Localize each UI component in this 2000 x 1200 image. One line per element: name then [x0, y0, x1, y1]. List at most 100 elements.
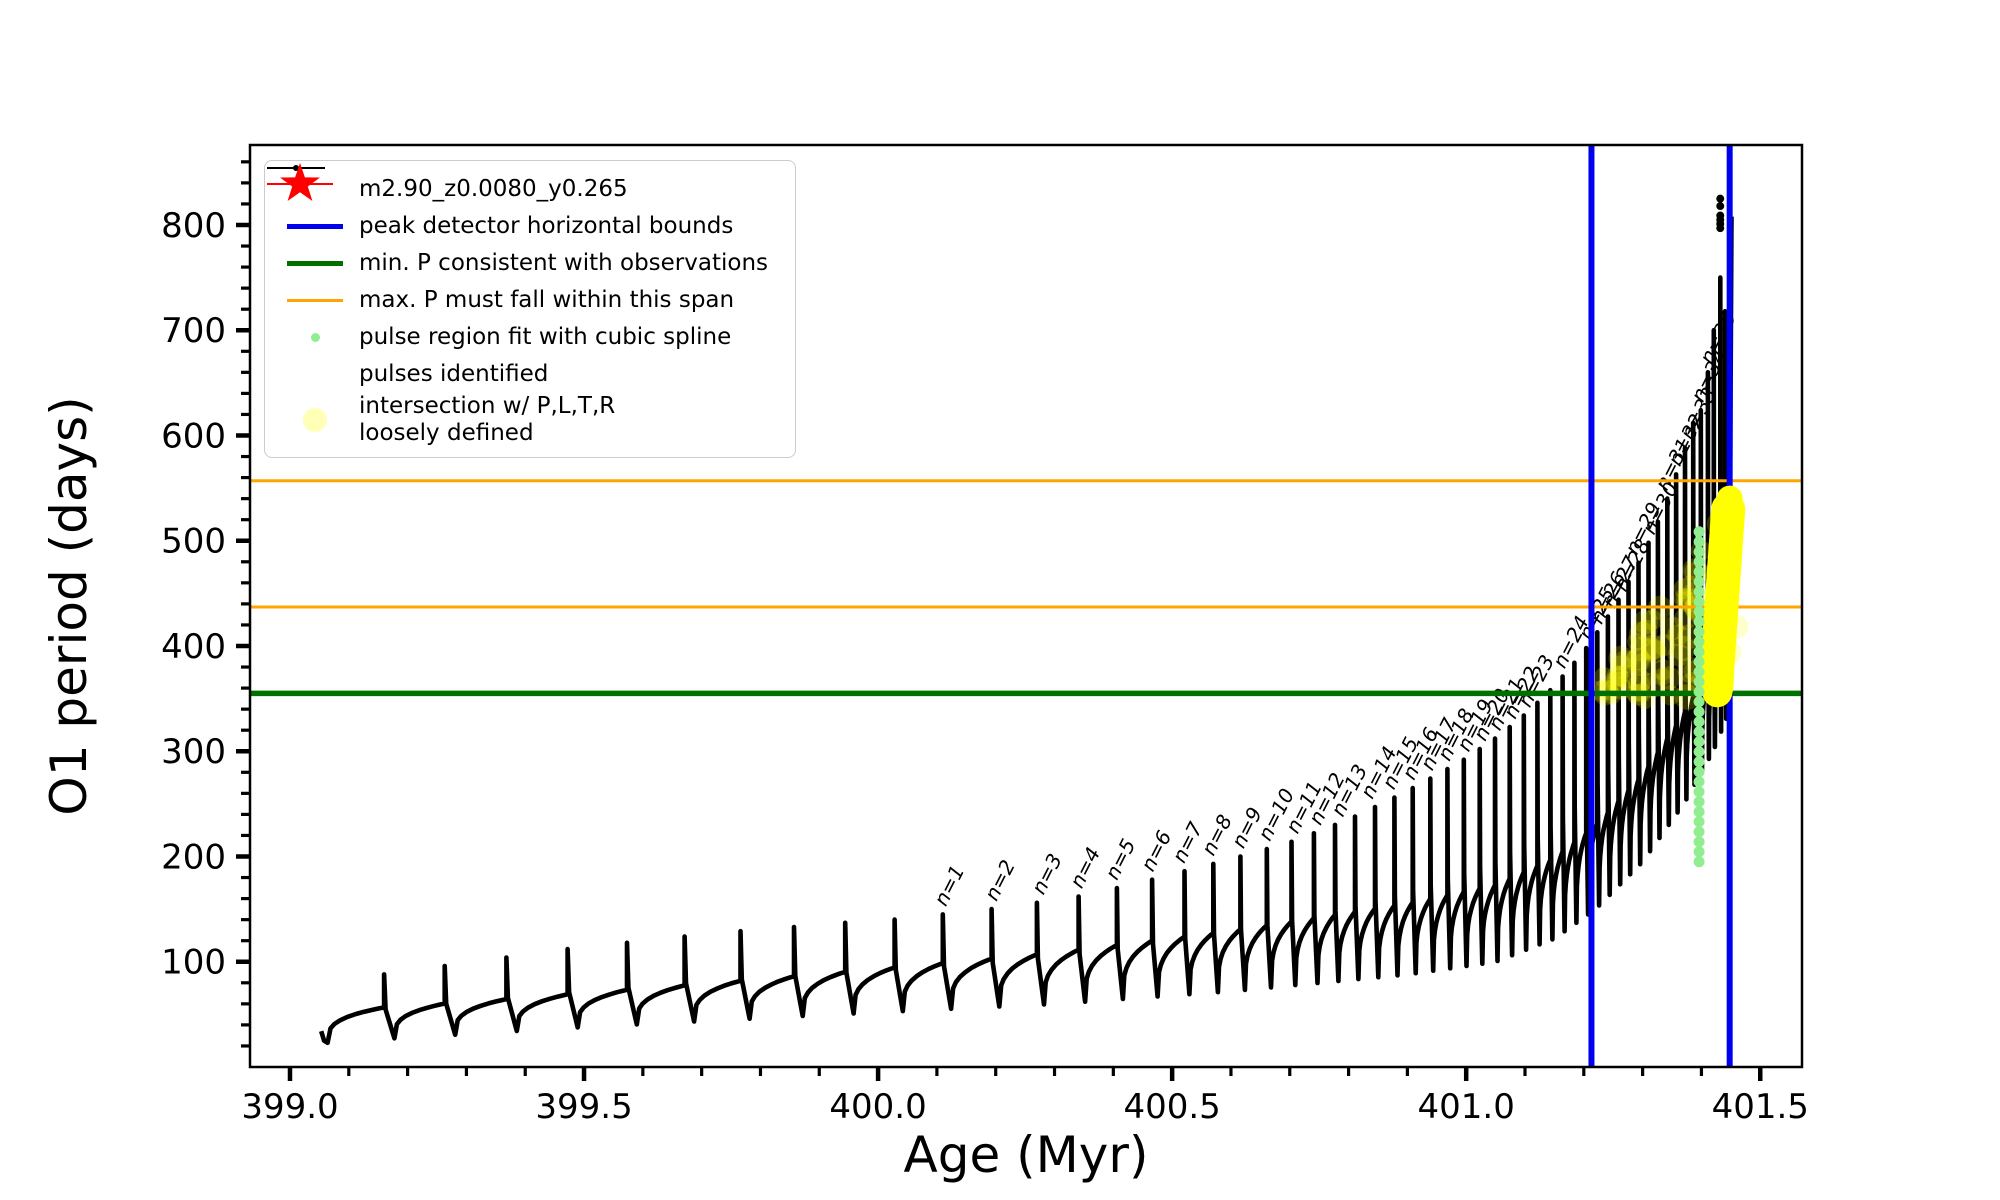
- spline-dot: [1693, 756, 1705, 768]
- pulse-label: n=5: [1100, 835, 1141, 883]
- intersection-point: [1628, 621, 1655, 648]
- series-point: [1716, 211, 1725, 220]
- y-tick-label: 400: [161, 627, 226, 667]
- intersection-point: [1627, 668, 1652, 694]
- x-tick-label: 399.5: [535, 1087, 632, 1127]
- intersection-point: [1627, 632, 1646, 651]
- spline-dot: [1693, 696, 1705, 708]
- spline-dot: [1693, 776, 1705, 788]
- spline-dot: [1693, 746, 1705, 758]
- pulse-label: n=35: [1695, 308, 1741, 368]
- x-tick-label: 401.5: [1712, 1087, 1809, 1127]
- y-tick-label: 100: [161, 943, 226, 983]
- line-marker-icon: [271, 224, 359, 229]
- intersection-point: [1613, 650, 1638, 675]
- intersection-point: [1633, 609, 1658, 635]
- legend-item-label: intersection w/ P,L,T,R loosely defined: [359, 393, 616, 447]
- spline-dot: [1693, 666, 1705, 678]
- spline-dot: [1693, 536, 1705, 548]
- intersection-point: [1667, 624, 1689, 647]
- spline-dot: [1693, 846, 1705, 858]
- intersection-point: [1635, 619, 1658, 642]
- spline-dot: [1693, 606, 1705, 618]
- intersection-point: [1625, 647, 1651, 673]
- legend-item: pulse region fit with cubic spline: [271, 319, 785, 356]
- spline-dot: [1693, 766, 1705, 778]
- spline-dot: [1693, 596, 1705, 608]
- intersection-point: [1640, 634, 1666, 660]
- spline-dot: [1693, 726, 1705, 738]
- legend-item: min. P consistent with observations: [271, 245, 785, 282]
- intersection-point: [1626, 647, 1650, 671]
- legend-item-label: peak detector horizontal bounds: [359, 212, 734, 239]
- pulse-label: n=2: [979, 856, 1020, 904]
- y-tick-label: 700: [161, 311, 226, 351]
- spline-dot: [1693, 636, 1705, 648]
- y-tick-label: 300: [161, 732, 226, 772]
- legend-item: peak detector horizontal bounds: [271, 208, 785, 245]
- y-tick-label: 600: [161, 416, 226, 456]
- spline-dot: [1693, 806, 1705, 818]
- spline-dot: [1693, 736, 1705, 748]
- spline-dot: [1693, 796, 1705, 808]
- intersection-point: [1629, 636, 1655, 662]
- spline-dot: [1693, 646, 1705, 658]
- intersection-point: [1610, 655, 1634, 679]
- pulse-label: n=3: [1026, 850, 1067, 898]
- y-axis-ticks: 100 200 300 400 500 600 700 800: [161, 160, 250, 1048]
- intersection-point: [1613, 664, 1638, 689]
- intersection-point: [1660, 616, 1684, 641]
- line-marker-icon: [271, 299, 359, 302]
- series-point: [1716, 194, 1725, 203]
- legend-item-label: max. P must fall within this span: [359, 286, 735, 313]
- intersection-point: [1608, 666, 1629, 687]
- spline-dot: [1693, 786, 1705, 798]
- legend-item: intersection w/ P,L,T,R loosely defined: [271, 393, 785, 447]
- intersection-point: [1670, 635, 1696, 661]
- spline-dot: [1693, 676, 1705, 688]
- intersection-point: [1627, 673, 1651, 696]
- intersection-point: [1640, 637, 1664, 661]
- legend-item: m2.90_z0.0080_y0.265: [267, 165, 785, 208]
- line-marker-icon: [271, 261, 359, 266]
- x-axis-ticks: 399.0 399.5 400.0 400.5 401.0 401.5: [241, 1067, 1809, 1127]
- spline-dot: [1693, 856, 1705, 868]
- spline-dot: [1693, 706, 1705, 718]
- intersection-point: [1674, 607, 1697, 630]
- dot-marker-icon: [271, 408, 359, 433]
- spline-dot: [1693, 716, 1705, 728]
- x-tick-label: 401.0: [1418, 1087, 1515, 1127]
- plot-area: 399.0 399.5 400.0 400.5 401.0 401.5 100 200 300 4…: [161, 143, 1809, 1127]
- intersection-point: [1657, 666, 1681, 690]
- x-tick-label: 400.0: [829, 1087, 926, 1127]
- intersection-point: [1673, 588, 1694, 609]
- plot-frame: [248, 143, 1804, 1069]
- spline-dot: [1693, 556, 1705, 568]
- spline-dot: [1693, 616, 1705, 628]
- intersection-point: [1652, 659, 1674, 681]
- y-axis-title: O1 period (days): [40, 396, 98, 815]
- intersection-point: [1604, 671, 1626, 693]
- spline-dot: [1693, 656, 1705, 668]
- y-tick-label: 800: [161, 206, 226, 246]
- series-top-points: [1716, 194, 1725, 233]
- intersection-point: [1673, 578, 1695, 600]
- x-tick-label: 400.5: [1123, 1087, 1220, 1127]
- spline-dot: [1693, 566, 1705, 578]
- spline-dot: [1693, 816, 1705, 828]
- dot-marker-icon: [271, 333, 359, 342]
- legend-item-label: m2.90_z0.0080_y0.265: [359, 175, 628, 202]
- y-tick-label: 500: [161, 522, 226, 562]
- intersection-blob: [1699, 485, 1746, 708]
- intersection-point: [1593, 667, 1615, 688]
- spline-dot: [1693, 526, 1705, 538]
- spline-dot: [1693, 546, 1705, 558]
- legend-item: pulses identified: [267, 163, 785, 393]
- y-tick-label: 200: [161, 837, 226, 877]
- legend-item-label: min. P consistent with observations: [359, 249, 769, 276]
- spline-dot: [1693, 586, 1705, 598]
- spline-dots: [1693, 526, 1705, 868]
